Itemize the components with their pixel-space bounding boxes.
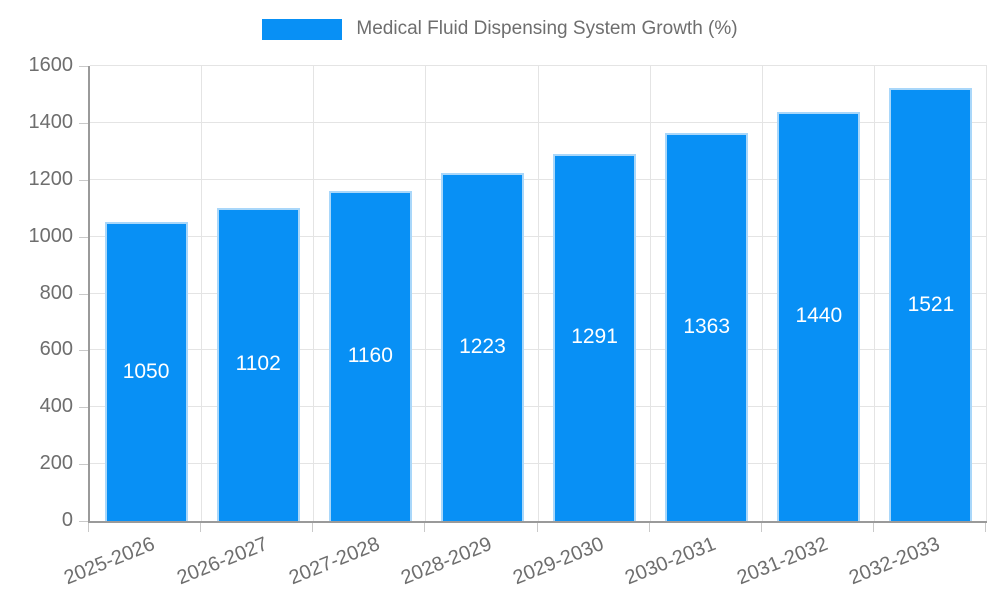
gridline — [873, 66, 875, 521]
y-axis-label: 1200 — [28, 167, 74, 190]
bar-value-label: 1050 — [122, 359, 170, 383]
x-axis-tick — [200, 523, 202, 532]
bar — [216, 207, 300, 521]
x-axis-label: 2029-2030 — [509, 533, 607, 590]
bar-value-label: 1223 — [459, 335, 506, 359]
x-axis-label: 2026-2027 — [173, 533, 271, 590]
bar-value-label: 1291 — [571, 325, 618, 349]
gridline — [537, 66, 539, 521]
bar-value-label: 1521 — [907, 292, 955, 316]
y-axis-tick — [79, 350, 88, 352]
y-axis-tick — [79, 464, 88, 466]
bar-value-label: 1160 — [347, 344, 393, 368]
gridline — [90, 349, 987, 351]
x-axis-tick — [312, 523, 314, 532]
x-axis-tick — [872, 523, 874, 532]
bar — [665, 133, 749, 521]
x-axis-label: 2031-2032 — [734, 533, 832, 590]
legend-swatch — [262, 18, 343, 40]
plot-area: 1050 1102 1160 1223 1291 1363 1440 1521 — [88, 65, 987, 523]
bar — [104, 222, 188, 521]
y-axis-tick — [79, 521, 88, 522]
gridline — [90, 121, 987, 123]
x-axis-label: 2032-2033 — [846, 533, 944, 590]
legend-item[interactable]: Medical Fluid Dispensing System Growth (… — [0, 18, 1000, 40]
y-axis-label: 400 — [39, 395, 73, 418]
x-axis-tick — [424, 523, 426, 532]
gridline — [313, 66, 315, 521]
bar — [889, 88, 973, 521]
x-axis-tick — [536, 523, 538, 532]
x-axis-label: 2025-2026 — [61, 533, 159, 590]
gridline — [90, 178, 987, 180]
y-axis-tick — [79, 122, 88, 124]
bar — [777, 111, 861, 521]
x-axis-tick — [985, 523, 986, 532]
bar — [328, 191, 412, 521]
bar-value-label: 1440 — [795, 304, 843, 328]
x-axis-tick — [88, 523, 89, 532]
gridline — [90, 65, 987, 66]
y-axis-tick — [79, 407, 88, 409]
y-axis-tick — [79, 66, 88, 67]
y-axis-label: 600 — [39, 338, 73, 361]
y-axis-label: 1000 — [28, 224, 74, 247]
bar — [440, 173, 524, 521]
x-axis-label: 2027-2028 — [285, 533, 383, 590]
gridline — [90, 292, 987, 294]
legend-label: Medical Fluid Dispensing System Growth (… — [356, 18, 738, 39]
y-axis-tick — [79, 236, 88, 238]
bar-value-label: 1363 — [683, 315, 731, 339]
bar-value-label: 1102 — [235, 352, 281, 376]
gridline — [986, 66, 987, 521]
y-axis-label: 1600 — [28, 54, 74, 76]
gridline — [761, 66, 763, 521]
y-axis-label: 200 — [39, 452, 73, 475]
y-axis-label: 1400 — [28, 110, 74, 133]
gridline — [425, 66, 427, 521]
y-axis-tick — [79, 293, 88, 295]
y-axis-label: 800 — [39, 281, 73, 304]
bar — [553, 153, 637, 521]
y-axis-tick — [79, 179, 88, 181]
gridline — [90, 235, 987, 237]
gridline — [201, 66, 203, 521]
y-axis-label: 0 — [61, 509, 73, 531]
gridline — [90, 406, 987, 408]
x-axis-label: 2030-2031 — [621, 533, 719, 590]
gridline — [90, 463, 987, 465]
x-axis-tick — [648, 523, 650, 532]
x-axis-tick — [760, 523, 762, 532]
x-axis-label: 2028-2029 — [397, 533, 495, 590]
gridline — [649, 66, 651, 521]
